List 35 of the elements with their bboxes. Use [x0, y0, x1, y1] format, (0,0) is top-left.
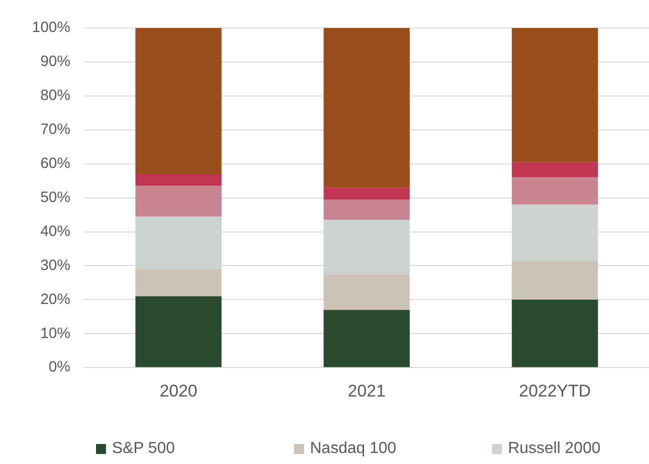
legend-label: Nasdaq 100 [310, 440, 396, 458]
bar [135, 269, 222, 296]
y-tick-label: 0% [48, 358, 70, 376]
bar [324, 220, 410, 274]
y-tick-label: 60% [40, 154, 70, 172]
legend-label: S&P 500 [112, 440, 175, 458]
bar [135, 216, 222, 270]
x-tick-label: 2020 [160, 381, 198, 400]
bar [324, 200, 410, 220]
bar [135, 186, 222, 216]
y-tick-label: 20% [40, 290, 70, 308]
bar [324, 188, 410, 200]
y-tick-label: 50% [40, 188, 70, 206]
bar [512, 28, 598, 162]
bar [135, 174, 222, 186]
bar [512, 300, 598, 368]
bar [324, 274, 410, 310]
y-tick-label: 30% [40, 256, 70, 274]
bar [324, 28, 410, 188]
y-tick-label: 80% [40, 87, 70, 104]
y-tick-label: 100% [32, 19, 70, 36]
y-tick-label: 90% [40, 53, 70, 70]
bar [135, 28, 222, 174]
bar [512, 260, 598, 300]
x-tick-label: 2022YTD [518, 381, 591, 400]
y-tick-label: 10% [40, 324, 70, 342]
bar [512, 204, 598, 261]
legend-label: Russell 2000 [508, 440, 600, 458]
y-tick-label: 40% [40, 222, 70, 240]
x-tick-label: 2021 [348, 381, 386, 400]
y-tick-label: 70% [40, 121, 70, 138]
bar [512, 162, 598, 178]
bar [512, 177, 598, 205]
bar [324, 310, 410, 368]
bar [135, 296, 222, 368]
